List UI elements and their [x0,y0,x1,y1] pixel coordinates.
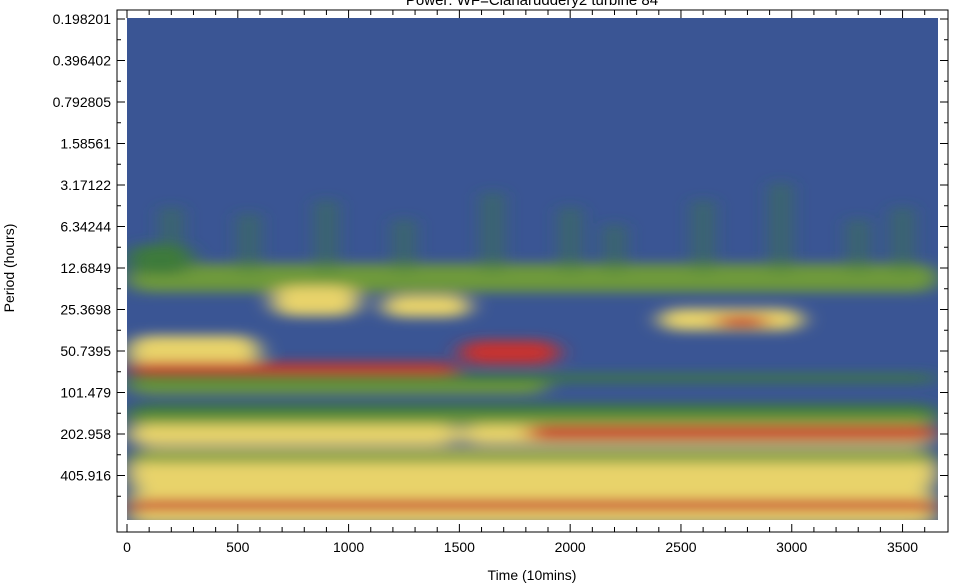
y-axis-title: Period (hours) [1,224,17,313]
y-tick-label: 0.792805 [53,94,112,110]
y-axis: 0.198201 0.396402 0.792805 1.58561 3.17122 6.… [53,11,948,497]
heatmap-wisp [320,198,333,274]
x-tick-label: 2000 [555,539,586,555]
heatmap-wisp [896,205,909,274]
y-tick-label: 101.479 [60,385,111,401]
x-tick-label: 1000 [333,539,364,555]
x-tick-label: 3500 [887,539,918,555]
chart-title: Power: WF=Clanaruddery2 turbine 84 [406,0,658,9]
heatmap-band [127,414,938,425]
heatmap-layer [127,181,938,520]
x-tick-label: 500 [226,539,250,555]
y-tick-label: 405.916 [60,468,111,484]
heatmap-band [525,426,938,441]
heatmap-wisp [697,198,710,274]
y-tick-label: 0.198201 [53,11,112,27]
heatmap-wisp [852,217,865,274]
x-tick-label: 2500 [665,539,696,555]
y-tick-label: 6.34244 [60,219,111,235]
y-tick-label: 25.3698 [60,302,111,318]
y-tick-label: 50.7395 [60,343,111,359]
heatmap-wisp [608,223,621,274]
y-tick-label: 3.17122 [60,177,111,193]
x-axis: 0 500 1000 1500 2000 2500 3000 3500 [123,10,926,555]
heatmap-wisp [242,212,255,274]
x-tick-label: 3000 [776,539,807,555]
y-tick-label: 1.58561 [60,136,111,152]
heatmap-wisp [486,190,499,274]
heatmap-band [127,374,938,383]
x-tick-label: 1500 [444,539,475,555]
y-tick-label: 12.6849 [60,260,111,276]
heatmap-band [127,423,460,446]
x-tick-label: 0 [123,539,131,555]
y-tick-label: 202.958 [60,426,111,442]
x-axis-title: Time (10mins) [488,567,577,583]
heatmap-band [127,335,260,370]
heatmap-band [127,452,938,463]
heatmap-band [381,295,471,318]
heatmap-wisp [165,205,178,274]
heatmap-band [127,362,460,375]
heatmap-band [271,285,360,316]
heatmap-band [127,510,938,520]
y-tick-label: 0.396402 [53,53,112,69]
heatmap-wisp [564,205,577,274]
heatmap-band [459,340,560,365]
heatmap-band [127,244,194,275]
heatmap-wisp [397,217,410,274]
plot-frame [116,9,949,533]
heatmap-wisp [774,181,787,274]
heatmap-band [714,315,770,328]
